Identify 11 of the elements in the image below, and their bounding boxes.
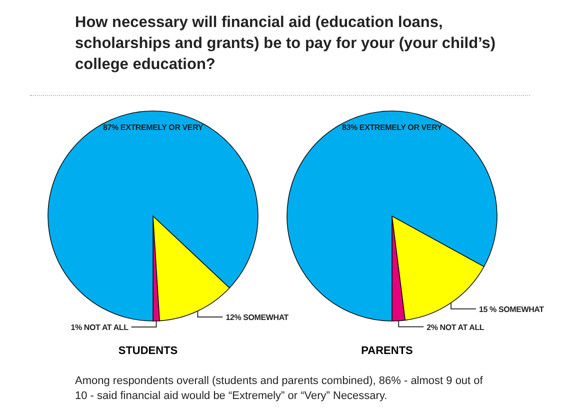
chart-title: How necessary will financial aid (education loans, scholarships and grants) be to pay for your (your child’s) college education? bbox=[75, 13, 497, 75]
slice-label: 12% SOMEWHAT bbox=[226, 313, 289, 322]
pie-slice bbox=[286, 110, 498, 322]
slice-label: 87% EXTREMELY OR VERY bbox=[103, 122, 204, 132]
text: PARENTS bbox=[360, 345, 414, 357]
slice-label: 1% NOT AT ALL bbox=[70, 322, 129, 332]
slice-label: 83% EXTREMELY OR VERY bbox=[342, 122, 443, 132]
slice-label: 15 % SOMEWHAT bbox=[479, 304, 544, 314]
text: Among respondents overall (students and parents combined), 86% - almost 9 out of 10 - said financial aid would be “Extremely” or “Very” Necessary. bbox=[75, 374, 484, 404]
slice-label: 2% NOT AT ALL bbox=[426, 322, 484, 332]
text: STUDENTS bbox=[117, 345, 179, 357]
